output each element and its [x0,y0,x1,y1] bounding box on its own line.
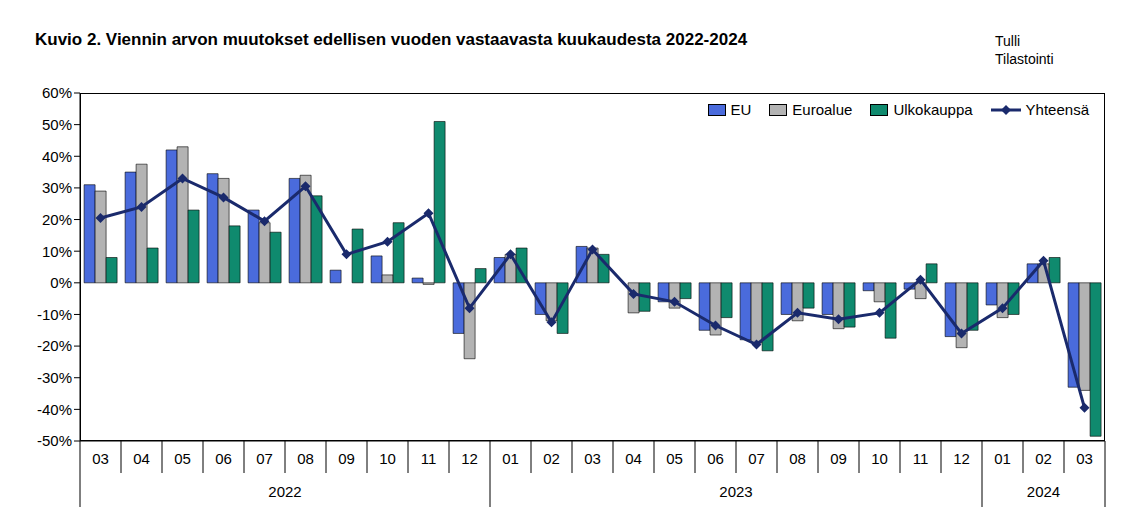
svg-text:40%: 40% [42,148,72,165]
html-text:Kuvio 2. Viennin arvon muutoks: Kuvio 2. Viennin arvon muutokset edellis… [35,30,748,49]
svg-text:07: 07 [256,450,273,467]
svg-text:-20%: -20% [37,337,72,354]
svg-text:11: 11 [913,450,929,467]
html-text:Ulkokauppa: Ulkokauppa [893,101,973,118]
svg-text:03: 03 [1076,450,1093,467]
svg-text:60%: 60% [42,84,72,101]
html-text:Euroalue: Euroalue [792,101,853,118]
svg-text:10: 10 [379,450,396,467]
svg-text:04: 04 [625,450,642,467]
svg-text:20%: 20% [42,211,72,228]
svg-text:09: 09 [830,450,847,467]
svg-text:2024: 2024 [1027,483,1060,500]
svg-text:04: 04 [133,450,150,467]
html-text:EU: EU [730,101,752,118]
svg-text:-10%: -10% [37,306,72,323]
svg-text:06: 06 [215,450,232,467]
svg-text:10: 10 [871,450,888,467]
svg-text:03: 03 [92,450,109,467]
svg-text:08: 08 [297,450,314,467]
svg-text:03: 03 [584,450,601,467]
svg-text:01: 01 [994,450,1011,467]
svg-text:06: 06 [707,450,724,467]
html-text:Tilastointi: Tilastointi [995,51,1054,67]
svg-text:09: 09 [338,450,355,467]
svg-text:-50%: -50% [37,432,72,449]
svg-text:2022: 2022 [268,483,301,500]
svg-text:50%: 50% [42,116,72,133]
svg-text:08: 08 [789,450,806,467]
svg-text:10%: 10% [42,243,72,260]
svg-text:-40%: -40% [37,401,72,418]
svg-text:-30%: -30% [37,369,72,386]
svg-text:2023: 2023 [719,483,752,500]
svg-text:05: 05 [666,450,683,467]
svg-text:02: 02 [1035,450,1052,467]
svg-text:12: 12 [461,450,478,467]
svg-text:11: 11 [421,450,437,467]
svg-text:01: 01 [502,450,519,467]
svg-text:0%: 0% [50,274,72,291]
svg-text:02: 02 [543,450,560,467]
svg-text:30%: 30% [42,179,72,196]
svg-text:07: 07 [748,450,765,467]
svg-text:12: 12 [953,450,970,467]
svg-text:05: 05 [174,450,191,467]
html-text:Yhteensä: Yhteensä [1025,101,1089,118]
html-text:Tulli: Tulli [995,33,1021,49]
